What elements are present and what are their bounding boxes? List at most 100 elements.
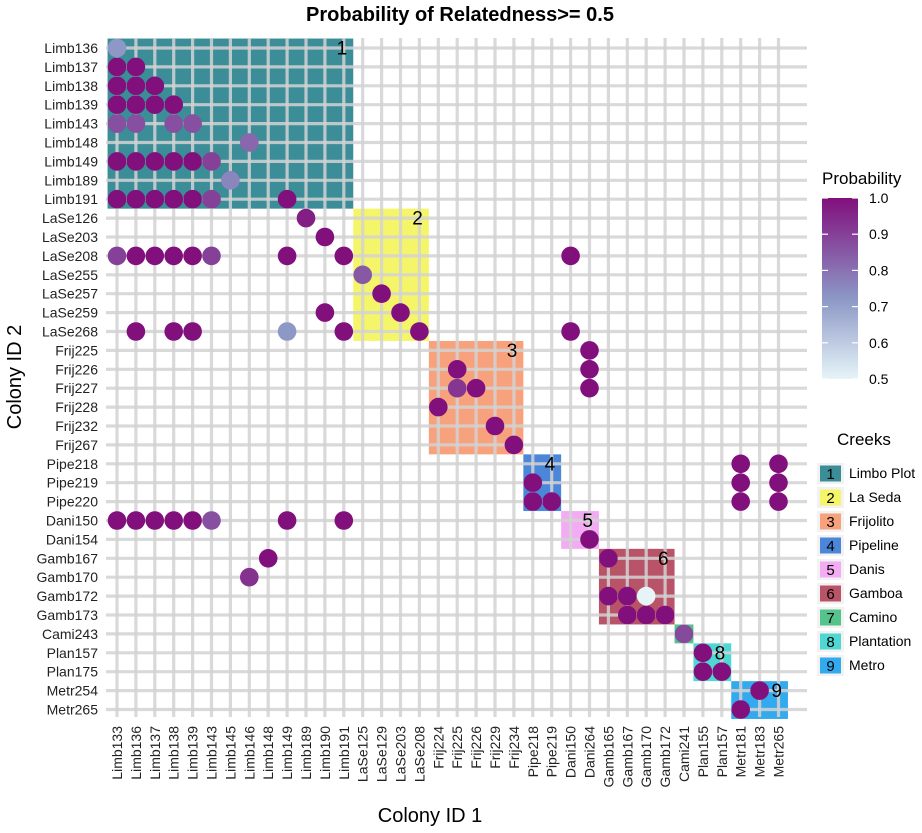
gridlines [106, 38, 807, 717]
x-tick-Dani264: Dani264 [582, 726, 598, 778]
point-LaSe208-LaSe268 [410, 322, 429, 341]
point-Limb136-Limb191 [126, 189, 146, 209]
point-Limb191-Dani150 [334, 511, 354, 530]
x-tick-Frij226: Frij226 [468, 726, 484, 769]
y-tick-Gamb170: Gamb170 [37, 569, 99, 585]
point-Limb189-LaSe126 [296, 208, 316, 228]
x-tick-Frij225: Frij225 [449, 726, 465, 769]
creek-block-label-1: 1 [337, 39, 348, 60]
creek-block-label-6: 6 [658, 549, 669, 570]
point-Metr265-Pipe219 [769, 473, 788, 493]
point-Metr181-Pipe218 [731, 454, 750, 474]
point-Gamb165-Gamb172 [599, 586, 618, 606]
point-Frij229-Frij232 [485, 416, 505, 436]
x-tick-Limb143: Limb143 [204, 726, 220, 780]
point-Limb136-Limb143 [126, 114, 146, 133]
x-tick-LaSe203: LaSe203 [393, 726, 409, 782]
y-axis-title: Colony ID 2 [4, 325, 26, 430]
x-tick-Pipe219: Pipe219 [544, 726, 560, 778]
point-Limb138-Limb143 [164, 114, 183, 133]
y-tick-Frij225: Frij225 [55, 342, 98, 358]
legend-swatch-7 [820, 609, 841, 626]
x-tick-Gamb172: Gamb172 [657, 726, 673, 788]
point-Frij225-Frij226 [447, 360, 467, 379]
y-tick-LaSe208: LaSe208 [42, 248, 98, 264]
point-Limb136-LaSe208 [126, 246, 146, 266]
point-Limb149-Dani150 [277, 511, 297, 530]
point-Limb143-Dani150 [202, 511, 221, 530]
y-tick-Limb189: Limb189 [44, 172, 98, 188]
legend-swatch-2 [820, 489, 841, 506]
point-Limb143-Limb149 [202, 152, 221, 171]
x-tick-Pipe218: Pipe218 [525, 726, 541, 778]
x-tick-Limb148: Limb148 [260, 726, 276, 780]
x-tick-labels: Limb133 Limb136 Limb137 Limb138 Limb139 Limb1… [109, 726, 787, 788]
point-Limb133-Limb138 [107, 76, 127, 96]
x-tick-Metr181: Metr181 [733, 726, 749, 778]
point-Limb138-Limb191 [164, 189, 183, 209]
legend-number-5: 5 [826, 562, 834, 579]
point-Limb138-LaSe208 [164, 246, 183, 266]
point-Limb136-Limb138 [126, 76, 146, 96]
point-Limb191-LaSe268 [334, 322, 354, 341]
point-Pipe218-Pipe220 [523, 492, 543, 511]
y-tick-LaSe126: LaSe126 [42, 210, 98, 226]
legend-label-3: Frijolito [849, 513, 894, 529]
point-Limb146-Limb148 [240, 133, 259, 152]
legend-number-7: 7 [826, 610, 834, 627]
point-Metr265-Pipe218 [769, 454, 788, 474]
point-Limb145-Limb189 [221, 171, 240, 190]
y-tick-Gamb173: Gamb173 [37, 607, 99, 623]
y-tick-Frij226: Frij226 [55, 361, 98, 377]
point-Plan157-Plan175 [712, 662, 732, 681]
point-Limb138-Limb149 [164, 152, 183, 171]
point-Limb139-Limb149 [183, 152, 202, 171]
point-Cami241-Cami243 [674, 624, 694, 644]
point-Metr181-Pipe220 [731, 492, 750, 511]
probability-colorbar: Probability 1.0 0.9 0.8 0.7 0.6 0.5 [822, 169, 902, 387]
legend-label-2: La Seda [849, 489, 901, 505]
x-tick-Metr183: Metr183 [752, 726, 768, 778]
x-tick-Limb138: Limb138 [166, 726, 182, 780]
y-tick-Frij227: Frij227 [55, 380, 98, 396]
x-tick-Limb145: Limb145 [222, 726, 238, 780]
colorbar-tick-label: 0.7 [869, 299, 889, 315]
point-Limb136-Dani150 [126, 511, 146, 530]
point-Limb143-Limb191 [202, 189, 221, 209]
x-tick-LaSe125: LaSe125 [355, 726, 371, 782]
y-tick-Limb138: Limb138 [44, 78, 98, 94]
point-Limb137-Limb191 [145, 189, 165, 209]
point-Limb138-Dani150 [164, 511, 183, 530]
x-tick-Limb191: Limb191 [336, 726, 352, 780]
point-Limb136-Limb149 [126, 152, 146, 171]
point-Limb137-Limb138 [145, 76, 165, 96]
y-tick-Gamb167: Gamb167 [37, 550, 99, 566]
point-Pipe219-Pipe220 [542, 492, 561, 511]
legend-label-7: Camino [849, 609, 897, 625]
point-Limb133-Limb143 [107, 114, 127, 133]
x-tick-Cami241: Cami241 [676, 726, 692, 782]
x-tick-Gamb165: Gamb165 [600, 726, 616, 788]
point-Limb149-LaSe268 [277, 322, 297, 341]
point-Limb190-LaSe203 [315, 227, 335, 247]
legend-swatch-8 [820, 633, 841, 650]
point-Plan155-Plan157 [693, 643, 713, 663]
legend-swatch-3 [820, 513, 841, 530]
colorbar-tick-label: 1.0 [869, 190, 889, 206]
x-tick-Plan157: Plan157 [714, 726, 730, 778]
legend-swatch-9 [820, 657, 841, 674]
x-tick-Limb139: Limb139 [185, 726, 201, 780]
point-Gamb165-Gamb167 [599, 549, 618, 568]
x-tick-Limb133: Limb133 [109, 726, 125, 780]
colorbar-tick-label: 0.8 [869, 262, 889, 278]
legend-swatch-1 [820, 465, 841, 482]
creek-block-label-4: 4 [545, 454, 556, 475]
y-tick-Limb136: Limb136 [44, 40, 98, 56]
colorbar-tick-label: 0.5 [869, 371, 889, 387]
legend-swatch-6 [820, 585, 841, 602]
x-tick-Gamb167: Gamb167 [619, 726, 635, 788]
y-tick-Limb143: Limb143 [44, 116, 98, 132]
y-tick-labels: Limb136 Limb137 Limb138 Limb139 Limb143 Limb1… [37, 40, 99, 718]
